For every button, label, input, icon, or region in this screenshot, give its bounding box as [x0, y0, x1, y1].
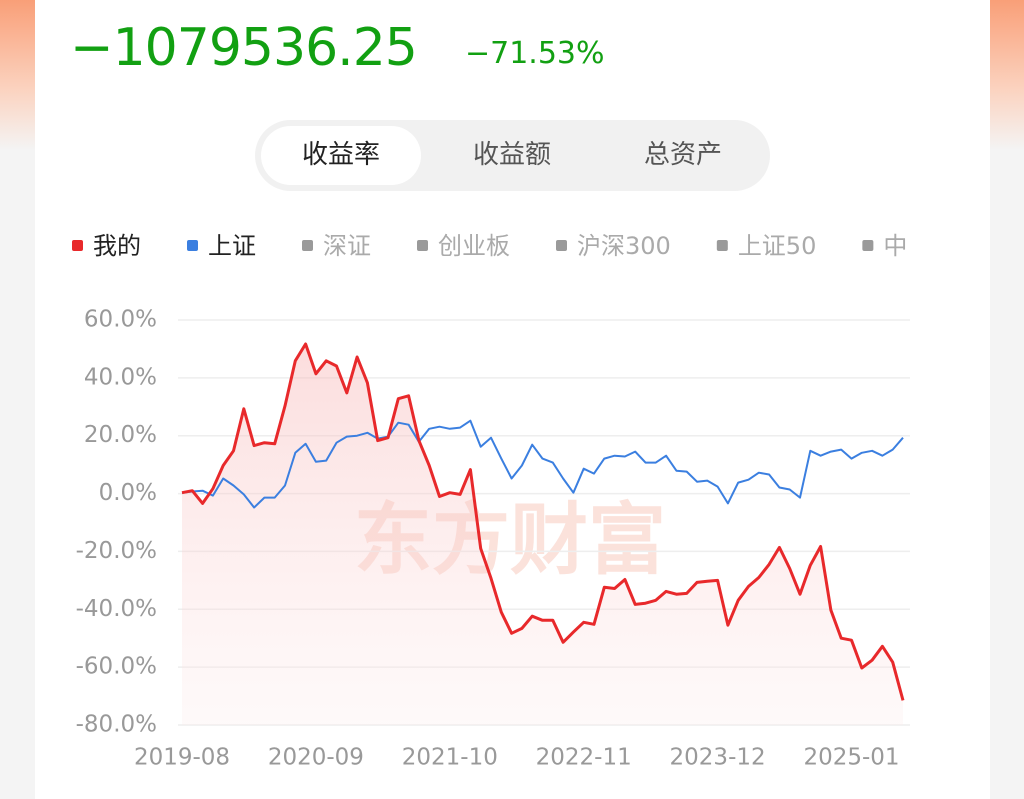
line	[181, 342, 905, 701]
x-tick-label: 2023-12	[670, 745, 766, 771]
y-tick-label: 20.0%	[84, 422, 157, 448]
y-tick-label: 0.0%	[99, 480, 157, 506]
x-tick-label: 2021-10	[402, 745, 498, 771]
legend-label: 深证	[323, 232, 371, 260]
y-tick-label: 40.0%	[84, 364, 157, 390]
x-tick-label: 2022-11	[536, 745, 632, 771]
tab-bar: 收益率 收益额 总资产	[255, 120, 770, 191]
x-tick-label: 2019-08	[134, 745, 230, 771]
x-tick-label: 2025-01	[803, 745, 899, 771]
tab[interactable]: 收益额	[472, 140, 551, 170]
legend-swatch	[187, 240, 198, 251]
x-tick-label: 2020-09	[268, 745, 364, 771]
area	[182, 344, 903, 725]
y-tick-label: -60.0%	[76, 654, 157, 680]
legend-label: 上证	[208, 232, 256, 260]
legend: 我的 上证 深证 创业板 沪深300 上证50 中	[72, 232, 907, 260]
total-change: −71.53%	[465, 36, 605, 71]
y-tick-label: 60.0%	[84, 307, 157, 333]
side-strip	[0, 0, 35, 799]
legend-swatch	[417, 240, 428, 251]
legend-label: 沪深300	[577, 232, 671, 260]
legend-swatch	[302, 240, 313, 251]
tab[interactable]: 收益率	[261, 126, 421, 185]
legend-label: 我的	[93, 232, 141, 260]
y-tick-label: -20.0%	[76, 538, 157, 564]
total-amount: −1079536.25	[70, 18, 418, 78]
side-strip	[990, 0, 1024, 799]
legend-label: 上证50	[738, 232, 817, 260]
legend-swatch	[862, 240, 874, 251]
line	[181, 419, 904, 509]
legend-swatch	[72, 240, 83, 251]
legend-swatch	[556, 240, 567, 251]
legend-swatch	[716, 240, 728, 251]
y-tick-label: -40.0%	[76, 596, 157, 622]
y-tick-label: -80.0%	[76, 712, 157, 738]
legend-label: 中	[883, 232, 907, 260]
legend-label: 创业板	[438, 232, 510, 260]
tab[interactable]: 总资产	[643, 140, 722, 170]
